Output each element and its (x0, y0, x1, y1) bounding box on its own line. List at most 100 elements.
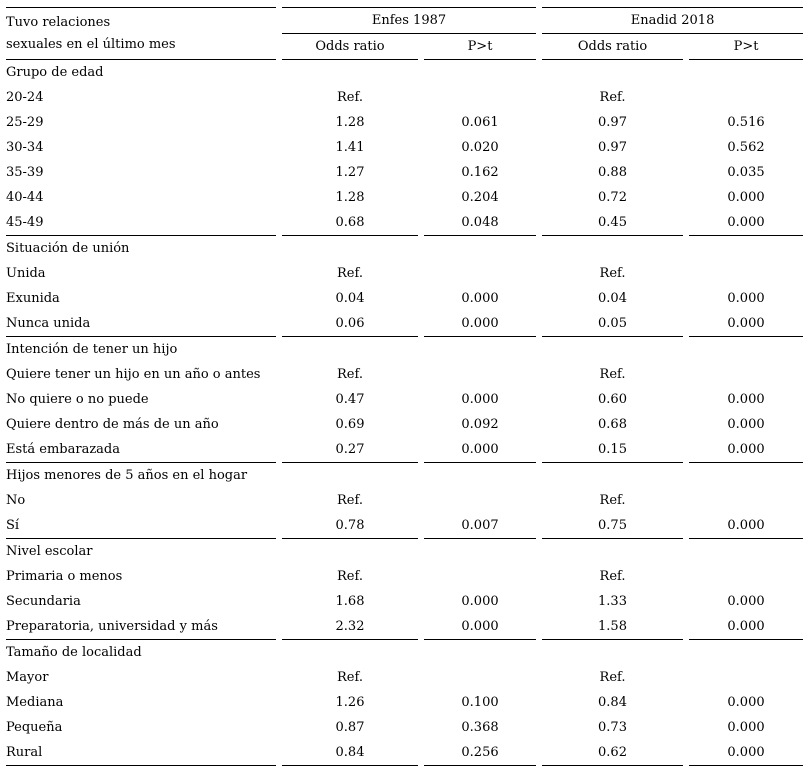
section-header-row: Hijos menores de 5 años en el hogar (6, 462, 804, 488)
table-row: Exunida 0.04 0.000 0.04 0.000 (6, 286, 803, 311)
table-row: Primaria o menos Ref. Ref. (6, 564, 803, 589)
section-title: Grupo de edad (6, 65, 104, 80)
row-label: Nunca unida (6, 316, 91, 331)
enadid-p-value-cell: 0.000 (727, 291, 765, 306)
enfes-p-value-cell: 0.092 (461, 417, 499, 432)
enadid-p-value-cell: 0.000 (727, 442, 765, 457)
enadid-p-value-cell: 0.516 (727, 115, 765, 130)
section-header-row: Nivel escolar (6, 538, 804, 564)
table-body: Grupo de edad 20-24 Ref. Ref. 25-29 1.28 0.061… (6, 60, 804, 766)
enfes-odds-ratio-cell: 1.41 (335, 140, 365, 155)
enfes-odds-ratio-cell: 0.84 (282, 740, 418, 766)
enadid-odds-ratio-cell: 0.73 (598, 720, 627, 735)
row-label: Unida (6, 266, 46, 281)
section-title: Intención de tener un hijo (6, 336, 276, 362)
enfes-p-value-cell (424, 488, 536, 513)
section-header-row: Intención de tener un hijo (6, 336, 804, 362)
enfes-odds-ratio-cell: 0.04 (335, 291, 365, 306)
enadid-odds-ratio-cell: 0.75 (598, 518, 627, 533)
table-row: 45-49 0.68 0.048 0.45 0.000 (6, 210, 803, 235)
enadid-odds-ratio-cell: 0.97 (598, 140, 627, 155)
enadid-odds-ratio-cell: 0.05 (598, 316, 627, 331)
enadid-p-value-cell: 0.000 (727, 417, 765, 432)
enfes-p-value-cell: 0.000 (461, 619, 499, 634)
enfes-odds-ratio-cell: 2.32 (335, 619, 365, 634)
enfes-odds-ratio-cell: Ref. (337, 367, 363, 382)
enfes-odds-ratio-cell: Ref. (337, 90, 363, 105)
enadid-p-value-cell: 0.000 (727, 215, 765, 230)
empty-cell (689, 639, 804, 665)
enadid-odds-ratio-cell: 0.68 (598, 417, 627, 432)
empty-cell (424, 639, 537, 665)
enfes-odds-ratio-cell: Ref. (337, 569, 363, 584)
enadid-p-value-cell (689, 488, 803, 513)
enfes-odds-ratio-cell: Ref. (337, 493, 363, 508)
row-label: Mediana (6, 695, 64, 710)
row-label: Exunida (6, 291, 60, 306)
enadid-odds-ratio-cell: 0.15 (598, 442, 627, 457)
section-title: Situación de unión (6, 235, 276, 261)
section-header-row: Tamaño de localidad (6, 639, 804, 665)
subheader-enfes-p-value: P>t (424, 34, 537, 60)
table-row: Nunca unida 0.06 0.000 0.05 0.000 (6, 311, 803, 336)
enfes-p-value-cell (424, 362, 536, 387)
enfes-odds-ratio-cell: 1.68 (335, 594, 365, 609)
enfes-p-value-cell: 0.256 (424, 740, 537, 766)
table-row: Unida Ref. Ref. (6, 261, 803, 286)
row-label: Mayor (6, 670, 49, 685)
enadid-p-value-cell (689, 564, 803, 589)
enfes-odds-ratio-cell: 0.69 (335, 417, 365, 432)
group-header-enfes-1987: Enfes 1987 (282, 7, 537, 34)
subheader-enadid-odds-ratio: Odds ratio (542, 34, 684, 60)
empty-cell (282, 60, 418, 85)
enfes-p-value-cell: 0.048 (461, 215, 499, 230)
empty-cell (542, 639, 684, 665)
enadid-p-value-cell: 0.000 (727, 190, 765, 205)
enadid-p-value-cell: 0.000 (727, 316, 765, 331)
enadid-odds-ratio-cell: 0.72 (598, 190, 627, 205)
empty-cell (542, 462, 684, 488)
enfes-odds-ratio-cell: 0.68 (335, 215, 365, 230)
section-header-row: Grupo de edad (6, 60, 803, 85)
section-title: Hijos menores de 5 años en el hogar (6, 462, 276, 488)
row-label: No (6, 493, 26, 508)
table-row: 30-34 1.41 0.020 0.97 0.562 (6, 135, 803, 160)
row-label: Está embarazada (6, 442, 120, 457)
table-row: Mayor Ref. Ref. (6, 665, 803, 690)
enfes-p-value-cell: 0.000 (461, 291, 499, 306)
enfes-p-value-cell: 0.000 (461, 442, 499, 457)
row-label: Secundaria (6, 594, 81, 609)
row-label: 40-44 (6, 190, 44, 205)
empty-cell (542, 538, 684, 564)
enfes-p-value-cell: 0.100 (461, 695, 499, 710)
table-row: Sí 0.78 0.007 0.75 0.000 (6, 513, 803, 538)
row-label-header-line1: Tuvo relaciones (6, 14, 111, 30)
enadid-odds-ratio-cell: Ref. (599, 670, 626, 685)
subheader-row: Odds ratio P>t Odds ratio P>t (6, 34, 804, 60)
row-label: 35-39 (6, 165, 44, 180)
enfes-p-value-cell: 0.204 (461, 190, 499, 205)
table-row: Pequeña 0.87 0.368 0.73 0.000 (6, 715, 803, 740)
enadid-odds-ratio-cell: 0.45 (598, 215, 627, 230)
enadid-p-value-cell (689, 85, 803, 110)
table-row: Quiere tener un hijo en un año o antes Re… (6, 362, 803, 387)
section-title: Tamaño de localidad (6, 639, 276, 665)
table-row: Mediana 1.26 0.100 0.84 0.000 (6, 690, 803, 715)
enadid-p-value-cell: 0.000 (727, 720, 765, 735)
enadid-p-value-cell: 0.000 (689, 740, 804, 766)
enadid-odds-ratio-cell: Ref. (599, 367, 626, 382)
enfes-odds-ratio-cell: Ref. (337, 670, 363, 685)
enadid-p-value-cell: 0.000 (727, 392, 765, 407)
enadid-p-value-cell (689, 362, 803, 387)
enadid-odds-ratio-cell: 0.60 (598, 392, 627, 407)
enadid-p-value-cell (689, 665, 803, 690)
enfes-p-value-cell: 0.000 (461, 316, 499, 331)
row-label: Quiere tener un hijo en un año o antes (6, 367, 261, 382)
empty-cell (424, 462, 537, 488)
enadid-p-value-cell: 0.000 (727, 594, 765, 609)
table-row: 40-44 1.28 0.204 0.72 0.000 (6, 185, 803, 210)
enadid-p-value-cell: 0.000 (727, 518, 765, 533)
section-title: Nivel escolar (6, 538, 276, 564)
group-header-row: Tuvo relaciones sexuales en el último me… (6, 7, 804, 60)
